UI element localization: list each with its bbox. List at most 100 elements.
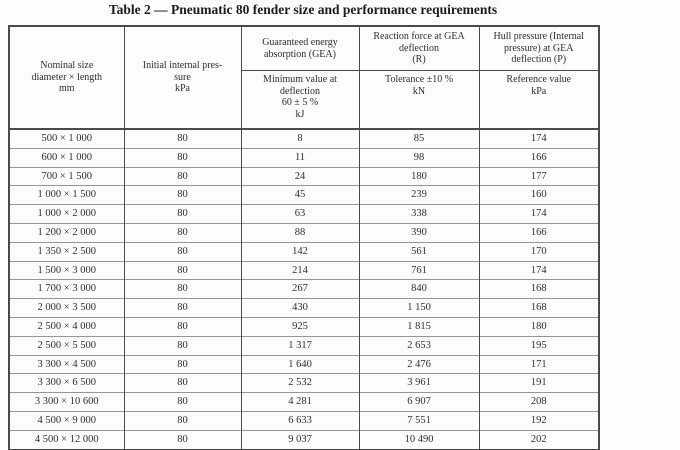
fender-requirements-table: Nominal size diameter × length mm Initia… xyxy=(8,25,600,450)
table-cell: 338 xyxy=(358,204,480,224)
table-cell: 80 xyxy=(123,185,242,205)
header-initial-internal-pressure: Initial internal pres- sure kPa xyxy=(123,25,242,130)
table-cell: 2 532 xyxy=(240,373,360,393)
table-cell: 2 000 × 3 500 xyxy=(8,298,125,318)
table-cell: 80 xyxy=(123,204,242,224)
table-cell: 6 633 xyxy=(240,410,360,431)
table-cell: 192 xyxy=(478,410,600,431)
table-cell: 160 xyxy=(478,185,600,205)
table-cell: 63 xyxy=(240,204,360,224)
subheader-minimum-value-deflection: Minimum value at deflection 60 ± 5 % kJ xyxy=(240,70,360,130)
table-cell: 171 xyxy=(478,354,600,374)
table-cell: 98 xyxy=(358,147,480,168)
table-cell: 4 500 × 9 000 xyxy=(8,410,125,431)
table-row: 500 × 1 000 80 8 85 174 xyxy=(8,129,600,149)
table-cell: 166 xyxy=(478,147,600,168)
table-cell: 177 xyxy=(478,166,600,186)
table-cell: 700 × 1 500 xyxy=(8,166,125,186)
table-cell: 80 xyxy=(123,354,242,374)
table-cell: 1 000 × 1 500 xyxy=(8,185,125,205)
table-row: 2 500 × 5 500 80 1 317 2 653 195 xyxy=(8,335,600,356)
table-cell: 80 xyxy=(123,147,242,168)
table-cell: 168 xyxy=(478,298,600,318)
table-cell: 80 xyxy=(123,298,242,318)
table-cell: 166 xyxy=(478,222,600,243)
table-cell: 2 500 × 5 500 xyxy=(8,335,125,356)
table-cell: 7 551 xyxy=(358,410,480,431)
table-cell: 390 xyxy=(358,222,480,243)
table-cell: 168 xyxy=(478,279,600,299)
table-cell: 600 × 1 000 xyxy=(8,147,125,168)
table-cell: 3 300 × 4 500 xyxy=(8,354,125,374)
table-cell: 1 640 xyxy=(240,354,360,374)
table-cell: 174 xyxy=(478,260,600,280)
table-row: 3 300 × 10 600 80 4 281 6 907 208 xyxy=(8,392,600,412)
subheader-tolerance: Tolerance ±10 % kN xyxy=(358,70,480,130)
table-cell: 3 300 × 10 600 xyxy=(8,392,125,412)
table-cell: 561 xyxy=(358,241,480,262)
table-cell: 8 xyxy=(240,129,360,149)
table-cell: 80 xyxy=(123,241,242,262)
table-header: Nominal size diameter × length mm Initia… xyxy=(8,25,600,130)
table-cell: 761 xyxy=(358,260,480,280)
table-cell: 24 xyxy=(240,166,360,186)
header-guaranteed-energy-absorption: Guaranteed energy absorption (GEA) xyxy=(240,25,360,71)
table-cell: 174 xyxy=(478,204,600,224)
table-cell: 80 xyxy=(123,410,242,431)
table-row: 4 500 × 12 000 80 9 037 10 490 202 xyxy=(8,429,600,450)
table-row: 600 × 1 000 80 11 98 166 xyxy=(8,147,600,168)
header-hull-pressure: Hull pressure (Internal pressure) at GEA… xyxy=(478,25,600,71)
table-cell: 170 xyxy=(478,241,600,262)
table-cell: 80 xyxy=(123,373,242,393)
table-cell: 3 961 xyxy=(358,373,480,393)
table-cell: 1 500 × 3 000 xyxy=(8,260,125,280)
table-cell: 2 500 × 4 000 xyxy=(8,316,125,337)
table-cell: 195 xyxy=(478,335,600,356)
table-cell: 4 500 × 12 000 xyxy=(8,429,125,450)
table-cell: 142 xyxy=(240,241,360,262)
table-row: 2 500 × 4 000 80 925 1 815 180 xyxy=(8,316,600,337)
table-cell: 9 037 xyxy=(240,429,360,450)
table-cell: 214 xyxy=(240,260,360,280)
table-row: 3 300 × 4 500 80 1 640 2 476 171 xyxy=(8,354,600,374)
table-row: 1 000 × 1 500 80 45 239 160 xyxy=(8,185,600,205)
table-row: 700 × 1 500 80 24 180 177 xyxy=(8,166,600,186)
header-nominal-size: Nominal size diameter × length mm xyxy=(8,25,125,130)
table-cell: 430 xyxy=(240,298,360,318)
table-row: 1 350 × 2 500 80 142 561 170 xyxy=(8,241,600,262)
table-cell: 500 × 1 000 xyxy=(8,129,125,149)
table-cell: 1 000 × 2 000 xyxy=(8,204,125,224)
table-cell: 191 xyxy=(478,373,600,393)
table-body: 500 × 1 000 80 8 85 174 600 × 1 000 80 11 98 166 7… xyxy=(8,129,600,450)
table-row: 1 000 × 2 000 80 63 338 174 xyxy=(8,204,600,224)
subheader-reference-value: Reference value kPa xyxy=(478,70,600,130)
table-cell: 80 xyxy=(123,392,242,412)
table-cell: 174 xyxy=(478,129,600,149)
table-cell: 1 200 × 2 000 xyxy=(8,222,125,243)
header-reaction-force: Reaction force at GEA deflection (R) xyxy=(358,25,480,71)
table-cell: 80 xyxy=(123,316,242,337)
table-cell: 80 xyxy=(123,335,242,356)
table-cell: 45 xyxy=(240,185,360,205)
table-cell: 2 476 xyxy=(358,354,480,374)
table-cell: 80 xyxy=(123,222,242,243)
table-cell: 4 281 xyxy=(240,392,360,412)
table-cell: 80 xyxy=(123,429,242,450)
table-cell: 10 490 xyxy=(358,429,480,450)
table-cell: 1 317 xyxy=(240,335,360,356)
table-cell: 80 xyxy=(123,260,242,280)
table-row: 3 300 × 6 500 80 2 532 3 961 191 xyxy=(8,373,600,393)
table-cell: 88 xyxy=(240,222,360,243)
table-row: 1 700 × 3 000 80 267 840 168 xyxy=(8,279,600,299)
table-row: 1 200 × 2 000 80 88 390 166 xyxy=(8,222,600,243)
table-cell: 202 xyxy=(478,429,600,450)
table-cell: 925 xyxy=(240,316,360,337)
table-cell: 208 xyxy=(478,392,600,412)
table-row: 1 500 × 3 000 80 214 761 174 xyxy=(8,260,600,280)
table-row: 2 000 × 3 500 80 430 1 150 168 xyxy=(8,298,600,318)
table-cell: 2 653 xyxy=(358,335,480,356)
table-cell: 180 xyxy=(358,166,480,186)
table-cell: 1 815 xyxy=(358,316,480,337)
table-cell: 1 700 × 3 000 xyxy=(8,279,125,299)
